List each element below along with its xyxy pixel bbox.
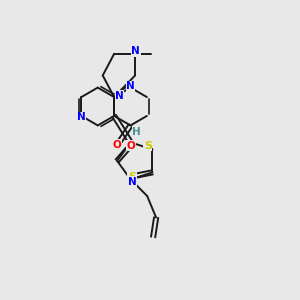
Text: N: N <box>115 91 124 100</box>
Text: N: N <box>126 81 135 91</box>
Text: H: H <box>132 127 141 136</box>
Text: O: O <box>127 141 136 151</box>
Text: O: O <box>112 140 122 150</box>
Text: N: N <box>128 177 136 187</box>
Text: N: N <box>131 46 140 56</box>
Text: S: S <box>128 172 136 182</box>
Text: N: N <box>77 112 86 122</box>
Text: S: S <box>144 141 152 151</box>
